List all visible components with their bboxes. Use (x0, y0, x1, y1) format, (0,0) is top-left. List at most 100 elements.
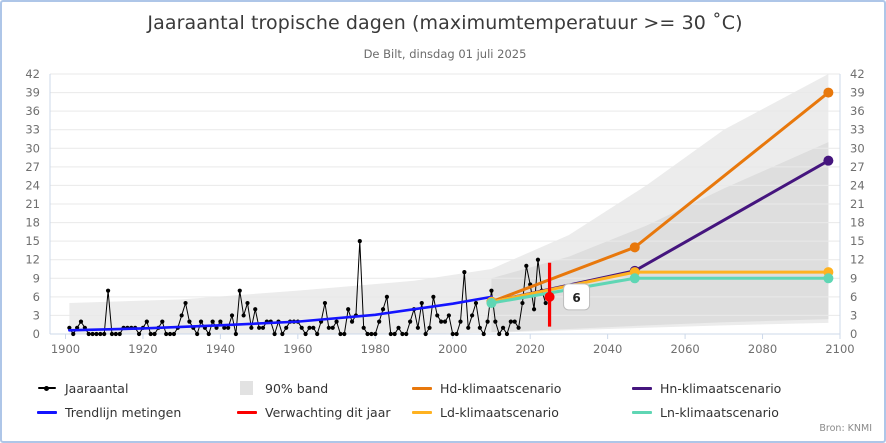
data-point[interactable] (334, 319, 339, 324)
series-line[interactable] (68, 295, 493, 332)
data-point[interactable] (377, 319, 382, 324)
data-point[interactable] (198, 319, 204, 324)
legend-item[interactable]: Verwachting dit jaar (236, 405, 411, 420)
data-point[interactable] (497, 331, 502, 337)
data-point[interactable] (516, 325, 521, 330)
data-point[interactable] (164, 331, 169, 337)
plot-area[interactable]: 1900 1920 1940 1960 1980 2000 2020 2040 2060 2080… (2, 66, 886, 366)
data-point[interactable] (167, 331, 173, 337)
data-point[interactable] (466, 325, 471, 330)
data-point[interactable] (307, 325, 312, 330)
data-point[interactable] (419, 300, 424, 306)
data-point[interactable] (427, 325, 432, 330)
legend-item[interactable]: Jaaraantal (36, 381, 236, 396)
data-point[interactable] (98, 331, 103, 337)
data-point[interactable] (500, 325, 506, 330)
data-point[interactable] (512, 319, 517, 324)
data-point[interactable] (361, 325, 366, 330)
data-point[interactable] (86, 331, 91, 337)
data-point[interactable] (458, 319, 463, 324)
data-point[interactable] (531, 307, 537, 312)
data-point[interactable] (489, 288, 494, 293)
data-point[interactable] (237, 288, 242, 293)
data-point[interactable] (311, 325, 316, 330)
data-point[interactable] (342, 331, 347, 337)
data-point[interactable] (233, 331, 238, 337)
data-point[interactable] (322, 300, 328, 306)
data-point[interactable] (210, 319, 215, 324)
data-point[interactable] (105, 288, 111, 293)
data-point[interactable] (388, 331, 393, 337)
data-point[interactable] (222, 325, 227, 330)
data-point[interactable] (520, 300, 525, 306)
data-point[interactable] (90, 331, 95, 337)
data-point[interactable] (349, 319, 355, 324)
data-point[interactable] (152, 331, 157, 337)
data-point[interactable] (431, 294, 436, 299)
data-point[interactable] (365, 331, 370, 337)
data-point[interactable] (384, 294, 390, 299)
data-point[interactable] (253, 307, 258, 312)
data-point[interactable] (136, 331, 142, 337)
legend-item[interactable]: Ln-klimaatscenario (631, 405, 851, 420)
legend-item[interactable]: Hn-klimaatscenario (631, 381, 851, 396)
data-point[interactable] (299, 325, 304, 330)
data-point[interactable] (823, 155, 834, 166)
data-point[interactable] (415, 325, 420, 330)
data-point[interactable] (229, 313, 235, 318)
data-point[interactable] (326, 325, 331, 330)
data-point[interactable] (373, 331, 378, 337)
data-point[interactable] (392, 331, 397, 337)
data-point[interactable] (477, 325, 482, 330)
data-point[interactable] (338, 331, 343, 337)
data-point[interactable] (380, 307, 386, 312)
data-point[interactable] (462, 269, 467, 275)
data-point[interactable] (524, 263, 529, 269)
chart-canvas[interactable]: 1900 1920 1940 1960 1980 2000 2020 2040 2060 2080… (2, 66, 886, 366)
data-point[interactable] (113, 331, 118, 337)
data-point[interactable] (218, 319, 223, 324)
data-point[interactable] (183, 300, 188, 306)
legend-item[interactable]: Hd-klimaatscenario (411, 381, 631, 396)
data-point[interactable] (439, 319, 444, 324)
data-point[interactable] (435, 313, 440, 318)
data-point[interactable] (226, 325, 231, 330)
data-point[interactable] (535, 257, 541, 262)
data-point[interactable] (396, 325, 401, 330)
data-point[interactable] (470, 313, 475, 318)
data-point[interactable] (504, 331, 510, 337)
data-point[interactable] (823, 273, 834, 284)
data-point[interactable] (148, 331, 153, 337)
data-point[interactable] (400, 331, 405, 337)
data-point[interactable] (369, 331, 374, 337)
data-point[interactable] (450, 331, 455, 337)
data-point[interactable] (241, 313, 246, 318)
data-point[interactable] (206, 331, 211, 337)
data-point[interactable] (485, 319, 490, 324)
legend-item[interactable]: Ld-klimaatscenario (411, 405, 631, 420)
data-point[interactable] (346, 307, 351, 312)
data-point[interactable] (408, 319, 413, 324)
data-point[interactable] (195, 331, 200, 337)
data-point[interactable] (284, 325, 289, 330)
data-point[interactable] (102, 331, 107, 337)
data-point[interactable] (629, 273, 640, 284)
data-point[interactable] (486, 298, 497, 309)
data-point[interactable] (442, 319, 448, 324)
data-point[interactable] (446, 313, 451, 318)
data-point[interactable] (303, 331, 308, 337)
data-point[interactable] (280, 331, 285, 337)
data-point[interactable] (117, 331, 122, 337)
data-point[interactable] (109, 331, 115, 337)
data-point[interactable] (257, 325, 262, 330)
data-point[interactable] (481, 331, 486, 337)
data-point[interactable] (357, 239, 362, 244)
data-point[interactable] (245, 300, 250, 306)
data-point[interactable] (71, 331, 76, 337)
data-point[interactable] (78, 319, 84, 324)
data-point[interactable] (629, 242, 640, 253)
data-point[interactable] (330, 325, 335, 330)
data-point[interactable] (171, 331, 177, 337)
data-point[interactable] (160, 319, 165, 324)
data-point[interactable] (493, 319, 498, 324)
